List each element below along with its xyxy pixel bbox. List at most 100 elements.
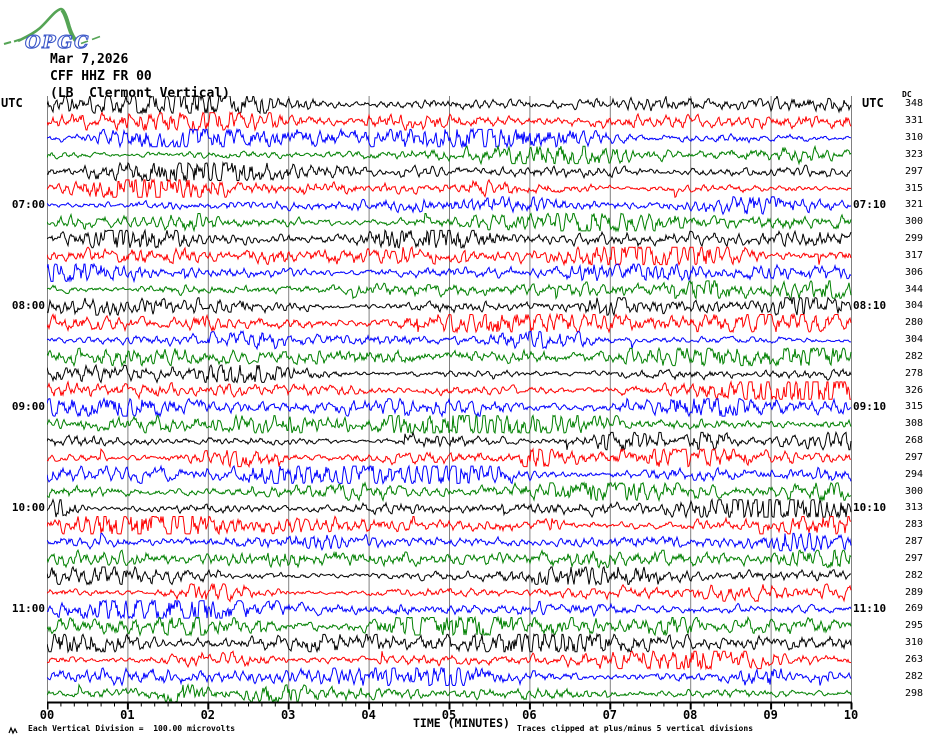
header-date: Mar 7,2026 bbox=[50, 52, 129, 67]
seismo-trace bbox=[47, 161, 852, 183]
dc-offset-value: 289 bbox=[905, 586, 924, 598]
seismo-trace bbox=[47, 178, 852, 199]
dc-offset-value: 283 bbox=[905, 519, 924, 531]
seismo-trace bbox=[47, 111, 852, 132]
dc-offset-value: 348 bbox=[905, 98, 924, 110]
seismo-trace bbox=[47, 532, 852, 553]
dc-offset-value: 300 bbox=[905, 216, 924, 228]
dc-offset-value: 315 bbox=[905, 401, 924, 413]
seismo-trace bbox=[47, 380, 851, 402]
dc-offset-value: 344 bbox=[905, 283, 924, 295]
dc-offset-value: 313 bbox=[905, 502, 924, 514]
vertical-scale-note: Each Vertical Division = 100.00 microvol… bbox=[28, 724, 236, 733]
hour-label-right: 08:10 bbox=[853, 299, 887, 313]
dc-offset-value: 295 bbox=[905, 620, 924, 632]
seismo-trace bbox=[47, 632, 852, 654]
x-tick-label: 08 bbox=[682, 708, 698, 722]
x-tick-label: 03 bbox=[280, 708, 296, 722]
opgc-logo: OPGC bbox=[3, 7, 101, 54]
seismo-trace bbox=[47, 481, 852, 503]
seismo-trace bbox=[47, 397, 852, 418]
x-tick-label: 09 bbox=[763, 708, 778, 722]
x-tick-label: 05 bbox=[441, 708, 457, 722]
header-station-code: CFF HHZ FR 00 bbox=[50, 69, 152, 84]
hour-label-right: 07:10 bbox=[853, 198, 887, 212]
header-station-name: (LB Clermont Vertical) bbox=[50, 86, 231, 101]
clipping-note: Traces clipped at plus/minus 5 vertical … bbox=[517, 724, 754, 733]
x-tick-label: 10 bbox=[843, 708, 859, 722]
dc-offset-value: 315 bbox=[905, 182, 924, 194]
seismo-trace bbox=[47, 498, 852, 519]
microvolt-scale-icon bbox=[8, 726, 18, 735]
dc-offset-value: 331 bbox=[905, 115, 924, 127]
hour-label-left: 09:00 bbox=[11, 400, 45, 414]
utc-column-header-right: UTC bbox=[862, 96, 884, 110]
dc-offset-value: 263 bbox=[905, 653, 924, 665]
hour-label-left: 07:00 bbox=[11, 198, 45, 212]
seismo-trace bbox=[47, 96, 852, 116]
seismo-trace bbox=[47, 582, 852, 603]
logo-curve-right-dash bbox=[80, 35, 101, 45]
dc-offset-value: 304 bbox=[905, 300, 924, 312]
seismo-trace bbox=[47, 330, 852, 351]
seismo-trace bbox=[47, 262, 852, 284]
logo-curve-steep-edge bbox=[60, 8, 79, 44]
hour-label-left: 10:00 bbox=[11, 501, 45, 515]
dc-offset-value: 269 bbox=[905, 603, 924, 615]
seismo-trace bbox=[47, 195, 852, 216]
seismo-trace bbox=[47, 615, 852, 637]
dc-offset-value: 282 bbox=[905, 569, 924, 581]
dc-offset-value: 298 bbox=[905, 687, 924, 699]
seismo-trace bbox=[47, 127, 852, 149]
hour-label-left: 11:00 bbox=[11, 602, 45, 616]
hour-label-right: 11:10 bbox=[853, 602, 887, 616]
seismo-trace bbox=[47, 245, 852, 267]
x-tick-label: 06 bbox=[522, 708, 537, 722]
seismo-trace bbox=[47, 683, 852, 704]
dc-offset-value: 280 bbox=[905, 317, 924, 329]
x-tick-label: 01 bbox=[120, 708, 135, 722]
opgc-logo-text: OPGC bbox=[25, 32, 90, 53]
dc-offset-value: 304 bbox=[905, 334, 924, 346]
seismo-trace bbox=[47, 312, 852, 334]
dc-offset-value: 268 bbox=[905, 435, 924, 447]
seismo-trace bbox=[47, 228, 852, 250]
seismo-trace bbox=[47, 296, 852, 317]
seismo-trace bbox=[47, 666, 852, 687]
seismo-trace bbox=[47, 598, 852, 620]
seismo-trace bbox=[47, 549, 852, 569]
dc-offset-value: 317 bbox=[905, 249, 924, 261]
dc-offset-value: 321 bbox=[905, 199, 924, 211]
dc-offset-value: 300 bbox=[905, 485, 924, 497]
seismo-trace bbox=[47, 447, 852, 469]
dc-offset-value: 306 bbox=[905, 266, 924, 278]
seismo-trace bbox=[47, 430, 852, 452]
dc-offset-value: 282 bbox=[905, 350, 924, 362]
dc-offset-value: 287 bbox=[905, 536, 924, 548]
hour-label-right: 09:10 bbox=[853, 400, 887, 414]
dc-offset-value: 299 bbox=[905, 233, 924, 245]
dc-offset-value: 297 bbox=[905, 165, 924, 177]
seismo-trace bbox=[47, 565, 852, 586]
dc-offset-value: 297 bbox=[905, 451, 924, 463]
dc-offset-value: 278 bbox=[905, 367, 924, 379]
seismo-trace bbox=[47, 212, 852, 233]
seismo-trace bbox=[47, 279, 852, 301]
dc-offset-value: 308 bbox=[905, 418, 924, 430]
x-tick-label: 00 bbox=[39, 708, 55, 722]
dc-offset-value: 326 bbox=[905, 384, 924, 396]
dc-column-header: DC bbox=[902, 90, 912, 99]
x-tick-label: 02 bbox=[200, 708, 216, 722]
dc-offset-value: 310 bbox=[905, 132, 924, 144]
header-block: Mar 7,2026 CFF HHZ FR 00 (LB Clermont Ve… bbox=[50, 51, 230, 102]
dc-offset-value: 310 bbox=[905, 637, 924, 649]
seismo-trace bbox=[47, 515, 852, 536]
hour-label-right: 10:10 bbox=[853, 501, 887, 515]
seismo-trace bbox=[47, 413, 852, 435]
hour-label-left: 08:00 bbox=[11, 299, 45, 313]
dc-offset-value: 282 bbox=[905, 670, 924, 682]
seismo-trace bbox=[47, 363, 852, 384]
seismo-trace bbox=[47, 650, 852, 671]
seismogram-plot bbox=[47, 96, 853, 710]
